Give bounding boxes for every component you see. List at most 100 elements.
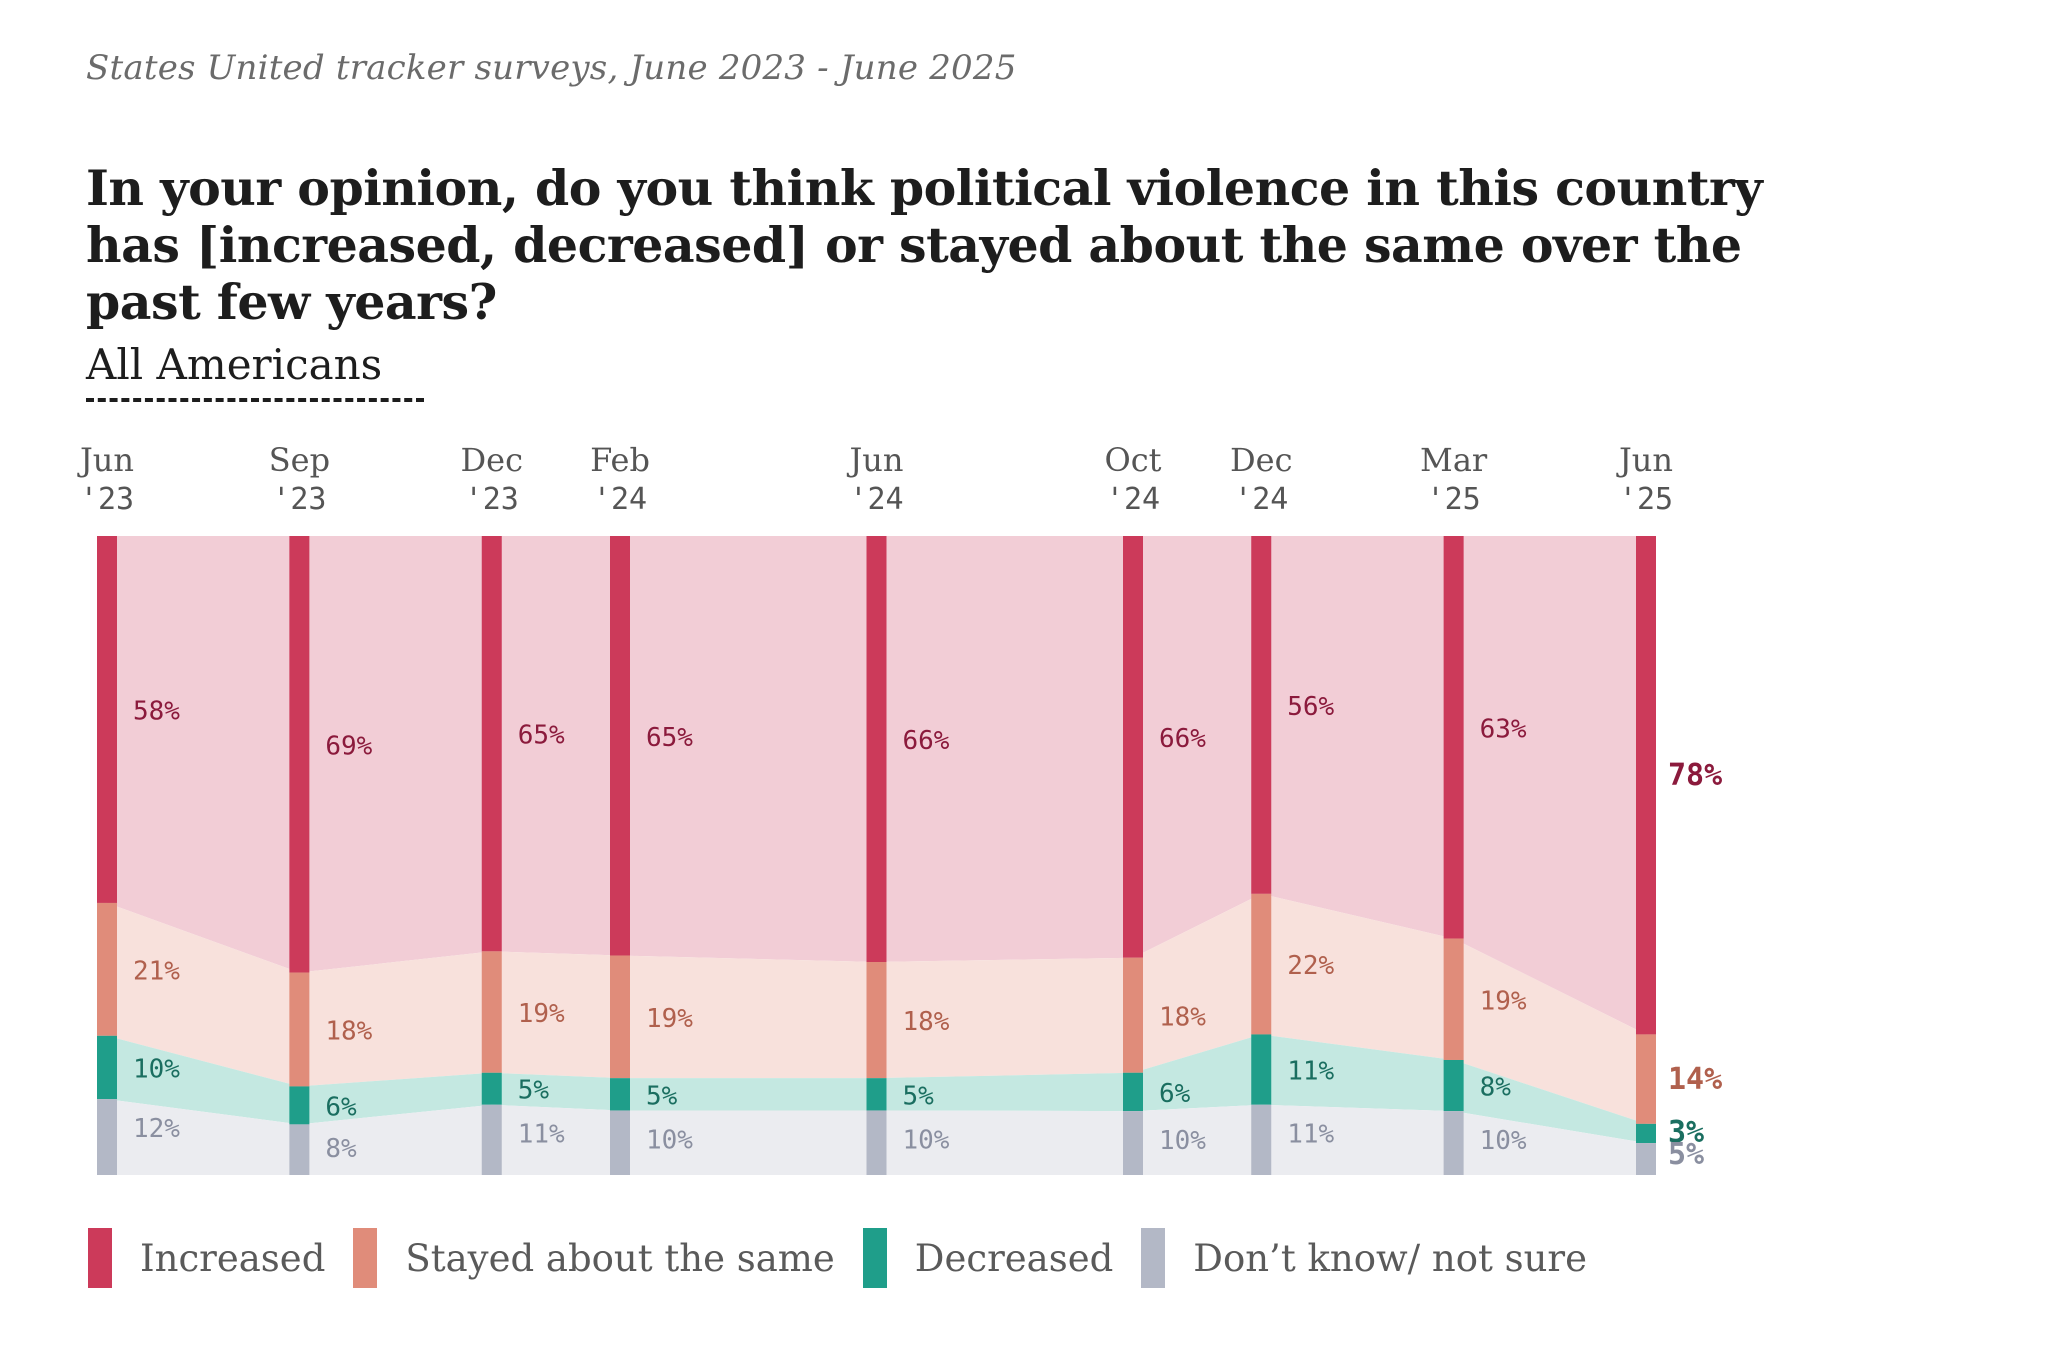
bar-segment-same-2025-06 [1636, 1034, 1656, 1124]
bar-segment-decreased-2023-12 [481, 1072, 502, 1105]
bar-segment-increased-2024-06 [866, 536, 887, 962]
bar-segment-dontknow-2023-06 [97, 1099, 117, 1175]
bar-segment-decreased-2024-10 [1123, 1072, 1143, 1112]
legend-label-increased: Increased [140, 1236, 326, 1280]
data-label-dontknow-2024-10: 10% [1159, 1126, 1206, 1156]
data-label-decreased-2023-09: 6% [325, 1092, 357, 1122]
bar-segment-decreased-2024-02 [610, 1078, 630, 1111]
data-label-same-2024-10: 18% [1159, 1002, 1206, 1032]
x-tick-year-2023-09: '23 [272, 482, 326, 517]
chart-source-note: States United tracker surveys, June 2023… [86, 48, 1017, 88]
bar-segment-same-2024-06 [866, 962, 887, 1079]
legend-item-dontknow: Don’t know/ not sure [1141, 1228, 1587, 1288]
bar-segment-same-2023-06 [97, 902, 117, 1036]
data-label-same-2023-12: 19% [518, 999, 565, 1029]
data-label-decreased-2023-12: 5% [518, 1076, 550, 1106]
legend-swatch-same [353, 1228, 378, 1288]
data-label-decreased-2025-03: 8% [1480, 1073, 1512, 1103]
data-label-dontknow-2023-12: 11% [518, 1120, 565, 1150]
data-label-decreased-2024-12: 11% [1287, 1057, 1334, 1087]
data-label-increased-2025-06: 78% [1668, 758, 1722, 793]
data-label-dontknow-2025-06: 5% [1668, 1137, 1704, 1172]
legend-item-increased: Increased [88, 1228, 325, 1288]
bar-segment-increased-2025-06 [1636, 536, 1656, 1035]
data-label-increased-2024-06: 66% [903, 726, 950, 756]
bar-segment-decreased-2023-09 [289, 1086, 310, 1125]
data-label-increased-2025-03: 63% [1480, 714, 1527, 744]
bar-segment-dontknow-2025-06 [1636, 1143, 1656, 1175]
bar-segment-increased-2023-06 [97, 536, 117, 903]
bar-segment-same-2023-09 [289, 972, 310, 1087]
x-tick-month-2024-02: Feb [590, 441, 650, 479]
data-label-increased-2023-09: 69% [325, 731, 372, 761]
bar-segment-increased-2025-03 [1443, 536, 1464, 939]
bar-segment-increased-2024-02 [610, 536, 630, 956]
data-label-increased-2023-06: 58% [133, 696, 180, 726]
bar-segment-decreased-2024-06 [866, 1078, 887, 1111]
data-label-same-2025-06: 14% [1668, 1062, 1722, 1097]
x-tick-year-2024-02: '24 [593, 482, 647, 517]
bar-segment-dontknow-2025-03 [1443, 1111, 1464, 1175]
subtitle-dashed-underline [86, 398, 424, 402]
data-label-same-2025-03: 19% [1480, 986, 1527, 1016]
chart-title: In your opinion, do you think political … [86, 159, 1763, 331]
chart-subtitle: All Americans [86, 340, 383, 389]
x-tick-month-2023-06: Jun [77, 441, 134, 479]
bar-segment-dontknow-2024-12 [1251, 1104, 1272, 1175]
bar-segment-dontknow-2023-09 [289, 1124, 310, 1175]
data-label-increased-2024-02: 65% [646, 723, 693, 753]
legend-label-dontknow: Don’t know/ not sure [1193, 1236, 1588, 1280]
bar-segment-dontknow-2023-12 [481, 1104, 502, 1175]
bar-segment-decreased-2023-06 [97, 1035, 117, 1100]
data-label-dontknow-2023-09: 8% [325, 1134, 357, 1164]
bar-segment-dontknow-2024-02 [610, 1110, 630, 1175]
bar-segment-same-2025-03 [1443, 938, 1464, 1060]
x-tick-month-2023-09: Sep [269, 441, 330, 479]
data-label-same-2024-12: 22% [1287, 951, 1334, 981]
data-label-increased-2024-12: 56% [1287, 692, 1334, 722]
legend-label-decreased: Decreased [914, 1236, 1114, 1280]
bar-segment-decreased-2025-03 [1443, 1059, 1464, 1112]
legend-item-decreased: Decreased [862, 1228, 1114, 1288]
x-tick-month-2024-12: Dec [1230, 441, 1293, 479]
data-label-decreased-2023-06: 10% [133, 1054, 180, 1084]
x-tick-month-2025-03: Mar [1420, 441, 1488, 479]
data-label-dontknow-2025-03: 10% [1480, 1126, 1527, 1156]
bar-segment-increased-2023-12 [481, 536, 502, 952]
x-tick-year-2023-12: '23 [465, 482, 519, 517]
x-tick-year-2025-06: '25 [1619, 482, 1673, 517]
x-tick-month-2024-10: Oct [1104, 441, 1161, 479]
x-tick-year-2024-06: '24 [849, 482, 903, 517]
x-tick-month-2024-06: Jun [846, 441, 903, 479]
x-tick-year-2024-10: '24 [1106, 482, 1160, 517]
legend-swatch-dontknow [1141, 1228, 1166, 1288]
data-label-decreased-2025-06: 3% [1668, 1115, 1704, 1150]
x-tick-month-2023-12: Dec [460, 441, 523, 479]
data-label-dontknow-2023-06: 12% [133, 1114, 180, 1144]
bar-segment-same-2024-12 [1251, 893, 1272, 1035]
legend-swatch-decreased [862, 1228, 887, 1288]
data-label-increased-2023-12: 65% [518, 721, 565, 751]
data-label-decreased-2024-06: 5% [903, 1081, 935, 1111]
x-tick-month-2025-06: Jun [1616, 441, 1673, 479]
data-label-same-2024-02: 19% [646, 1004, 693, 1034]
bar-segment-decreased-2025-06 [1636, 1123, 1656, 1144]
x-tick-year-2025-03: '25 [1427, 482, 1481, 517]
data-label-same-2024-06: 18% [903, 1007, 950, 1037]
bar-segment-same-2024-10 [1123, 957, 1143, 1073]
bar-segment-dontknow-2024-10 [1123, 1111, 1143, 1175]
legend-item-same: Stayed about the same [353, 1228, 835, 1288]
data-label-same-2023-09: 18% [325, 1016, 372, 1046]
bar-segment-same-2023-12 [481, 951, 502, 1073]
data-label-dontknow-2024-12: 11% [1287, 1120, 1334, 1150]
bar-segment-decreased-2024-12 [1251, 1034, 1272, 1105]
bar-segment-increased-2024-12 [1251, 536, 1272, 894]
data-label-decreased-2024-02: 5% [646, 1081, 678, 1111]
bar-segment-increased-2024-10 [1123, 536, 1143, 958]
bar-segment-increased-2023-09 [289, 536, 310, 973]
data-label-decreased-2024-10: 6% [1159, 1079, 1191, 1109]
x-tick-year-2024-12: '24 [1234, 482, 1288, 517]
bar-segment-dontknow-2024-06 [866, 1110, 887, 1175]
bar-segment-same-2024-02 [610, 955, 630, 1079]
stacked-area-chart: 58% 21% 10% 12% 69% 18% 6% 8% 65% 19% 5% 11% 65% 19% 5… [77, 441, 1722, 1175]
